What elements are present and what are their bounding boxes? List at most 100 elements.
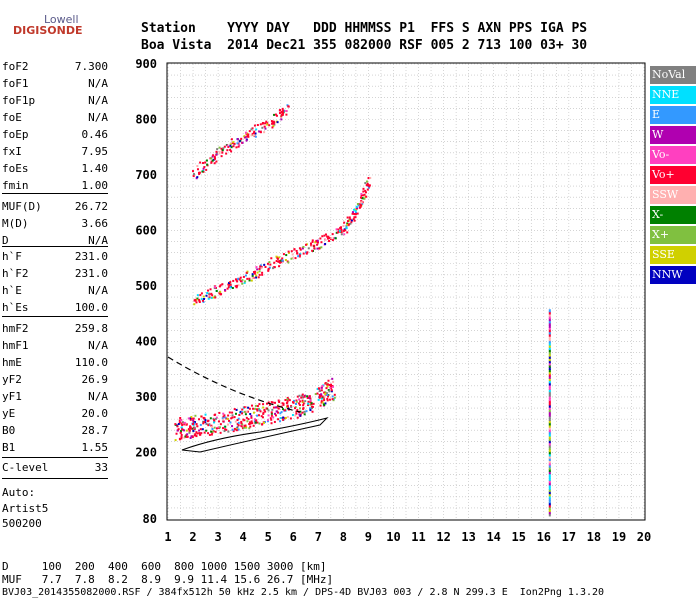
echo-point — [192, 429, 195, 432]
echo-point — [225, 428, 228, 431]
echo-point — [234, 412, 237, 415]
echo-point — [277, 407, 280, 410]
interference-point — [548, 426, 551, 430]
echo-point — [365, 195, 368, 198]
echo-point — [174, 439, 177, 442]
echo-point — [279, 261, 282, 264]
echo-point — [243, 135, 246, 138]
echo-point — [307, 402, 310, 405]
echo-point — [259, 123, 262, 126]
echo-point — [250, 416, 253, 419]
echo-point — [267, 268, 270, 271]
echo-point — [326, 383, 329, 386]
echo-point — [318, 395, 321, 398]
echo-point — [261, 273, 264, 276]
echo-point — [355, 211, 358, 214]
interference-point — [548, 320, 551, 324]
echo-point — [198, 418, 201, 421]
legend-item: Vo- — [650, 146, 696, 164]
interference-point — [548, 335, 551, 339]
echo-point — [258, 273, 261, 276]
interference-point — [548, 402, 551, 406]
echo-point — [298, 247, 301, 250]
echo-point — [228, 419, 231, 422]
x-tick-label: 5 — [265, 530, 272, 544]
y-tick-label: 400 — [135, 334, 157, 348]
echo-point — [247, 406, 250, 409]
param-value: 7.95 — [81, 145, 109, 158]
echo-point — [180, 426, 183, 429]
interference-point — [548, 391, 551, 395]
y-tick-label: 600 — [135, 223, 157, 237]
echo-point — [266, 123, 269, 126]
echo-point — [316, 392, 319, 395]
echo-point — [193, 303, 196, 306]
echo-point — [368, 177, 371, 180]
interference-point — [548, 322, 551, 326]
echo-point — [229, 286, 232, 289]
echo-point — [242, 426, 245, 429]
echo-point — [194, 414, 197, 417]
echo-point — [298, 403, 301, 406]
echo-point — [235, 279, 238, 282]
echo-point — [260, 265, 263, 268]
echo-point — [188, 417, 191, 420]
echo-point — [214, 417, 217, 420]
echo-point — [276, 121, 279, 124]
echo-point — [301, 401, 304, 404]
profile-dashed-curve — [167, 356, 301, 413]
interference-point — [548, 489, 551, 493]
echo-point — [237, 428, 240, 431]
echo-point — [213, 162, 216, 165]
echo-point — [199, 161, 202, 164]
param-name: M(D) — [2, 217, 29, 230]
echo-point — [207, 297, 210, 300]
param-name: h`Es — [2, 301, 29, 314]
echo-point — [308, 395, 311, 398]
echo-point — [298, 394, 301, 397]
interference-point — [548, 449, 551, 453]
echo-point — [236, 425, 239, 428]
echo-point — [248, 407, 251, 410]
echo-point — [293, 399, 296, 402]
echo-point — [211, 425, 214, 428]
echo-point — [347, 223, 350, 226]
echo-point — [303, 413, 306, 416]
echo-point — [253, 130, 256, 133]
echo-point — [324, 402, 327, 405]
echo-point — [268, 124, 271, 127]
echo-point — [313, 244, 316, 247]
echo-point — [298, 413, 301, 416]
interference-point — [548, 415, 551, 419]
echo-point — [248, 423, 251, 426]
echo-point — [180, 430, 183, 433]
echo-point — [294, 402, 297, 405]
echo-point — [234, 420, 237, 423]
echo-point — [236, 422, 239, 425]
param-name: MUF(D) — [2, 200, 42, 213]
echo-point — [298, 398, 301, 401]
echo-point — [209, 288, 212, 291]
echo-point — [254, 132, 257, 135]
echo-point — [367, 186, 370, 189]
echo-point — [267, 414, 270, 417]
echo-point — [281, 259, 284, 262]
x-tick-label: 1 — [164, 530, 171, 544]
echo-point — [263, 131, 266, 134]
echo-point — [270, 422, 273, 425]
echo-point — [202, 298, 205, 301]
echo-point — [181, 421, 184, 424]
echo-point — [190, 416, 193, 419]
echo-point — [281, 402, 284, 405]
echo-point — [262, 403, 265, 406]
echo-point — [247, 135, 250, 138]
echo-point — [360, 200, 363, 203]
param-name: foEs — [2, 162, 29, 175]
legend-item: E — [650, 106, 696, 124]
echo-point — [295, 400, 298, 403]
interference-point — [548, 375, 551, 379]
interference-point — [548, 389, 551, 393]
echo-point — [282, 253, 285, 256]
echo-point — [366, 183, 369, 186]
echo-point — [368, 184, 371, 187]
